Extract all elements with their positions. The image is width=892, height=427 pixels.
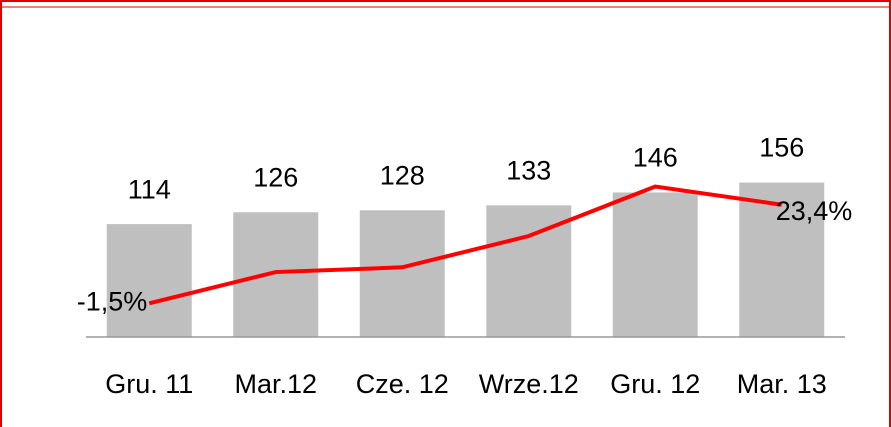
x-tick-label: Gru. 12 <box>610 369 700 399</box>
line-value-label: -1,5% <box>77 286 148 316</box>
bar <box>106 224 192 337</box>
x-tick-label: Gru. 11 <box>105 369 193 399</box>
x-tick-label: Mar.12 <box>234 369 317 399</box>
bar-value-label: 126 <box>253 162 298 192</box>
bar <box>486 205 572 337</box>
bar <box>612 192 698 337</box>
x-tick-label: Cze. 12 <box>356 369 449 399</box>
bar <box>359 210 445 337</box>
line-value-label: 23,4% <box>776 196 853 226</box>
bar-value-label: 128 <box>380 160 425 190</box>
x-tick-label: Mar. 13 <box>737 369 827 399</box>
bar <box>233 212 319 337</box>
bar <box>739 182 825 337</box>
bar-value-label: 133 <box>506 155 551 185</box>
bar-value-label: 114 <box>128 174 171 204</box>
x-tick-label: Wrze.12 <box>479 369 579 399</box>
bar-value-label: 156 <box>759 133 804 163</box>
bar-value-label: 146 <box>633 143 678 173</box>
line <box>148 184 783 306</box>
